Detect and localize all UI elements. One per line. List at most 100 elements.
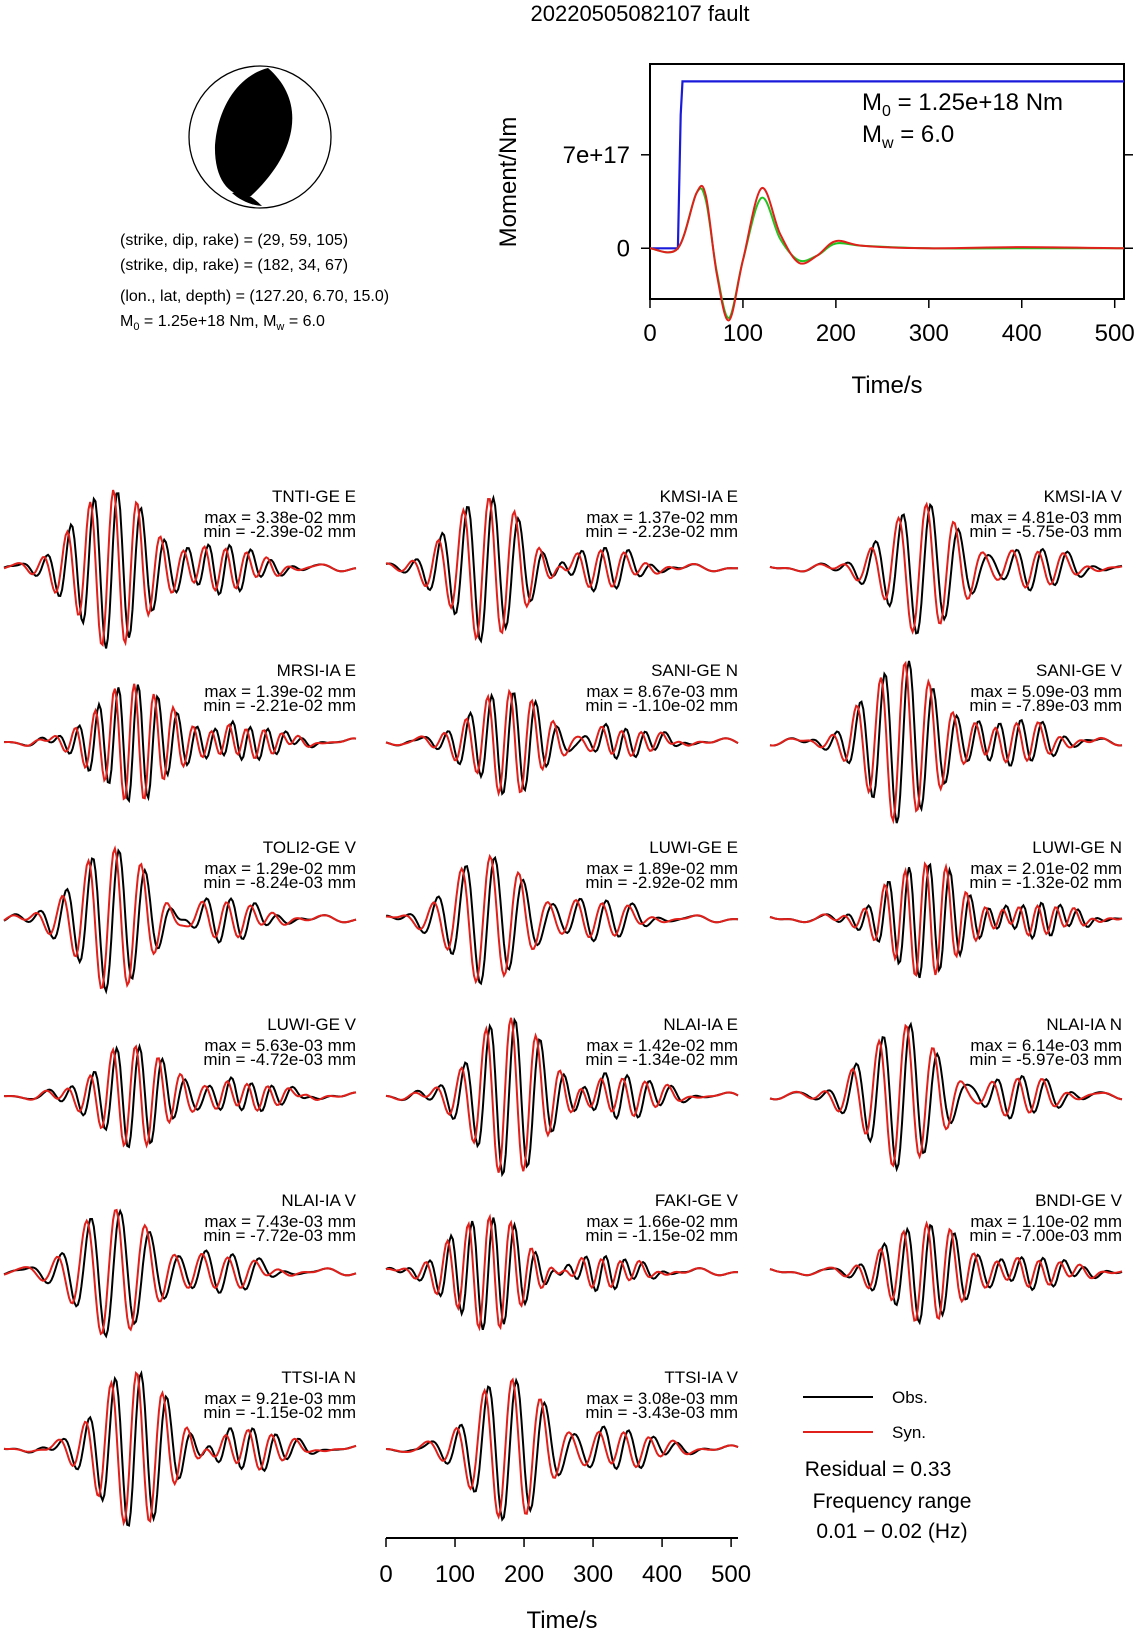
- station-label: LUWI-GE E: [649, 838, 738, 857]
- max-amplitude-label: max = 3.08e-03 mm: [586, 1389, 738, 1408]
- mechanism-info: (strike, dip, rake) = (29, 59, 105) (str…: [120, 232, 389, 333]
- legend-obs-label: Obs.: [892, 1388, 928, 1407]
- moment-xtick-label: 0: [643, 320, 656, 347]
- max-amplitude-label: max = 3.38e-02 mm: [204, 508, 356, 527]
- observed-trace: [769, 1021, 1123, 1173]
- annot-m0-sub: 0: [882, 103, 891, 120]
- synthetic-trace: [769, 1023, 1123, 1168]
- moment-chart: M0 = 1.25e+18 Nm Mw = 6.0 Moment/Nm Time…: [495, 63, 1135, 399]
- min-amplitude-label: min = -7.00e-03 mm: [969, 1226, 1122, 1245]
- synthetic-trace: [4, 1044, 357, 1149]
- beachball: [188, 65, 332, 209]
- stf-red-curve: [649, 184, 1125, 322]
- synthetic-trace: [3, 1208, 357, 1336]
- legend: Obs. Syn. Residual = 0.33 Frequency rang…: [803, 1388, 971, 1543]
- min-amplitude-label: min = -2.23e-02 mm: [585, 522, 738, 541]
- frequency-label: Frequency range: [813, 1490, 972, 1513]
- station-label: LUWI-GE N: [1032, 838, 1122, 857]
- max-amplitude-label: max = 5.09e-03 mm: [970, 682, 1122, 701]
- bottom-xtick-label: 200: [504, 1561, 544, 1588]
- max-amplitude-label: max = 1.89e-02 mm: [586, 859, 738, 878]
- frequency-value: 0.01 − 0.02 (Hz): [816, 1520, 967, 1543]
- min-amplitude-label: min = -1.32e-02 mm: [969, 873, 1122, 892]
- station-label: NLAI-IA E: [663, 1015, 738, 1034]
- station-label: SANI-GE V: [1036, 661, 1123, 680]
- station-label: BNDI-GE V: [1035, 1191, 1123, 1210]
- station-label: TTSI-IA V: [664, 1368, 738, 1387]
- m0-subscript: 0: [133, 321, 139, 333]
- min-amplitude-label: min = -3.43e-03 mm: [585, 1403, 738, 1422]
- synthetic-trace: [769, 861, 1123, 978]
- min-amplitude-label: min = -7.89e-03 mm: [969, 696, 1122, 715]
- moment-annot-m0: M0 = 1.25e+18 Nm: [862, 89, 1063, 120]
- observed-trace: [3, 492, 357, 649]
- station-label: SANI-GE N: [651, 661, 738, 680]
- synthetic-trace: [769, 1220, 1123, 1322]
- station-label: MRSI-IA E: [277, 661, 356, 680]
- annot-mw-sub: w: [881, 135, 894, 152]
- bottom-xlabel: Time/s: [526, 1607, 597, 1634]
- annot-mw-val: = 6.0: [894, 121, 955, 148]
- min-amplitude-label: min = -5.75e-03 mm: [969, 522, 1122, 541]
- moment-xtick-label: 500: [1095, 320, 1135, 347]
- moment-xtick-label: 300: [909, 320, 949, 347]
- synthetic-trace: [769, 501, 1123, 635]
- synthetic-trace: [385, 853, 739, 985]
- observed-trace: [3, 1042, 357, 1149]
- bottom-xtick-label: 400: [642, 1561, 682, 1588]
- max-amplitude-label: max = 1.39e-02 mm: [204, 682, 356, 701]
- max-amplitude-label: max = 6.14e-03 mm: [970, 1036, 1122, 1055]
- station-label: NLAI-IA V: [281, 1191, 356, 1210]
- moment-xtick-label: 100: [723, 320, 763, 347]
- max-amplitude-label: max = 1.37e-02 mm: [586, 508, 738, 527]
- moment-series-line: [650, 80, 1124, 250]
- observed-trace: [385, 692, 739, 796]
- m0-symbol: M: [120, 313, 133, 330]
- moment-ytick-label: 7e+17: [563, 142, 630, 169]
- max-amplitude-label: max = 7.43e-03 mm: [204, 1212, 356, 1231]
- moment-annot-mw: Mw = 6.0: [862, 121, 954, 152]
- m0-rest: = 1.25e+18 Nm, M: [139, 313, 276, 330]
- observed-trace: [4, 684, 357, 804]
- synthetic-trace: [385, 688, 739, 798]
- station-label: LUWI-GE V: [267, 1015, 356, 1034]
- moment-plot-frame: [649, 63, 1125, 300]
- moment-xtick-label: 200: [816, 320, 856, 347]
- moment-ylabel: Moment/Nm: [495, 117, 522, 248]
- min-amplitude-label: min = -1.15e-02 mm: [585, 1226, 738, 1245]
- moment-xlabel: Time/s: [851, 372, 922, 399]
- station-label: TOLI2-GE V: [263, 838, 357, 857]
- residual-text: Residual = 0.33: [805, 1458, 952, 1481]
- observed-trace: [3, 848, 357, 995]
- mechanism-line-3: (lon., lat, depth) = (127.20, 6.70, 15.0…: [120, 288, 389, 305]
- max-amplitude-label: max = 8.67e-03 mm: [586, 682, 738, 701]
- annot-m0-val: = 1.25e+18 Nm: [891, 89, 1063, 116]
- synthetic-trace: [385, 1377, 739, 1520]
- moment-xtick-label: 400: [1002, 320, 1042, 347]
- synthetic-trace: [386, 497, 738, 641]
- max-amplitude-label: max = 1.10e-02 mm: [970, 1212, 1122, 1231]
- annot-mw-sym: M: [862, 121, 882, 148]
- station-label: KMSI-IA V: [1044, 487, 1123, 506]
- bottom-xtick-label: 0: [379, 1561, 392, 1588]
- min-amplitude-label: min = -2.92e-02 mm: [585, 873, 738, 892]
- synthetic-trace: [385, 1017, 739, 1173]
- min-amplitude-label: min = -1.34e-02 mm: [585, 1050, 738, 1069]
- bottom-xtick-label: 100: [435, 1561, 475, 1588]
